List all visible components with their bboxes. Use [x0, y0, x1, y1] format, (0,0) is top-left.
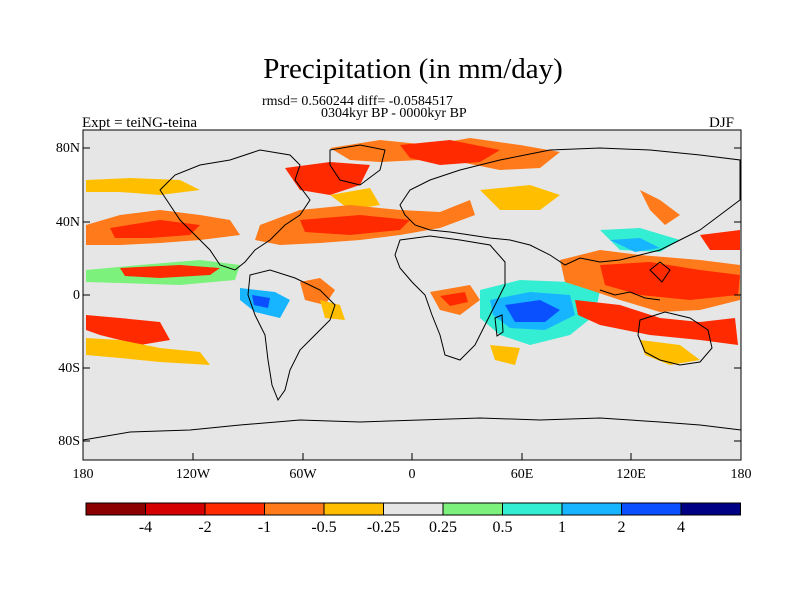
- colorbar-label: 1: [558, 519, 566, 536]
- colorbar-box: [204, 502, 265, 516]
- lon-label-0: 0: [408, 467, 416, 482]
- colorbar-label: -2: [198, 519, 212, 536]
- period-line: 0304kyr BP - 0000kyr BP: [321, 106, 467, 121]
- lon-label-180e: 180: [730, 467, 752, 482]
- anomaly-patches: [86, 138, 740, 365]
- lat-label-40n: 40N: [55, 215, 80, 230]
- axis-ticks: [83, 147, 741, 460]
- colorbar-box: [561, 502, 622, 516]
- lon-label-180w: 180: [72, 467, 94, 482]
- colorbar-box: [145, 502, 206, 516]
- colorbar-label: -4: [138, 519, 153, 536]
- colorbar-box: [85, 502, 146, 516]
- colorbar-box: [383, 502, 444, 516]
- colorbar-label: 2: [617, 519, 626, 536]
- colorbar-label: -1: [257, 519, 272, 536]
- experiment-label: Expt = teiNG-teina: [82, 115, 198, 131]
- colorbar-box: [264, 502, 325, 516]
- colorbar-label: 0.25: [429, 519, 457, 536]
- lon-label-60e: 60E: [510, 467, 534, 482]
- colorbar-label: 4: [677, 519, 685, 536]
- map-area: [82, 129, 742, 461]
- colorbar-label: 0.5: [492, 519, 513, 536]
- lat-label-0: 0: [73, 288, 80, 303]
- lat-label-40s: 40S: [58, 361, 80, 376]
- colorbar-label: -0.5: [311, 519, 337, 536]
- stats-line: rmsd= 0.560244 diff= -0.0584517: [262, 94, 453, 109]
- colorbar-box: [680, 502, 741, 516]
- colorbar-box: [621, 502, 682, 516]
- season-label: DJF: [709, 115, 735, 131]
- colorbar-label: -0.25: [366, 519, 401, 536]
- lat-label-80s: 80S: [58, 434, 80, 449]
- plot-title: Precipitation (in mm/day): [263, 53, 563, 85]
- lat-label-80n: 80N: [55, 141, 80, 156]
- colorbar-box: [442, 502, 503, 516]
- coastlines: [82, 144, 742, 441]
- colorbar-box: [502, 502, 563, 516]
- colorbar-box: [323, 502, 384, 516]
- lon-label-60w: 60W: [289, 467, 317, 482]
- lon-label-120w: 120W: [175, 467, 211, 482]
- colorbar: [85, 502, 741, 516]
- lon-label-120e: 120E: [616, 467, 646, 482]
